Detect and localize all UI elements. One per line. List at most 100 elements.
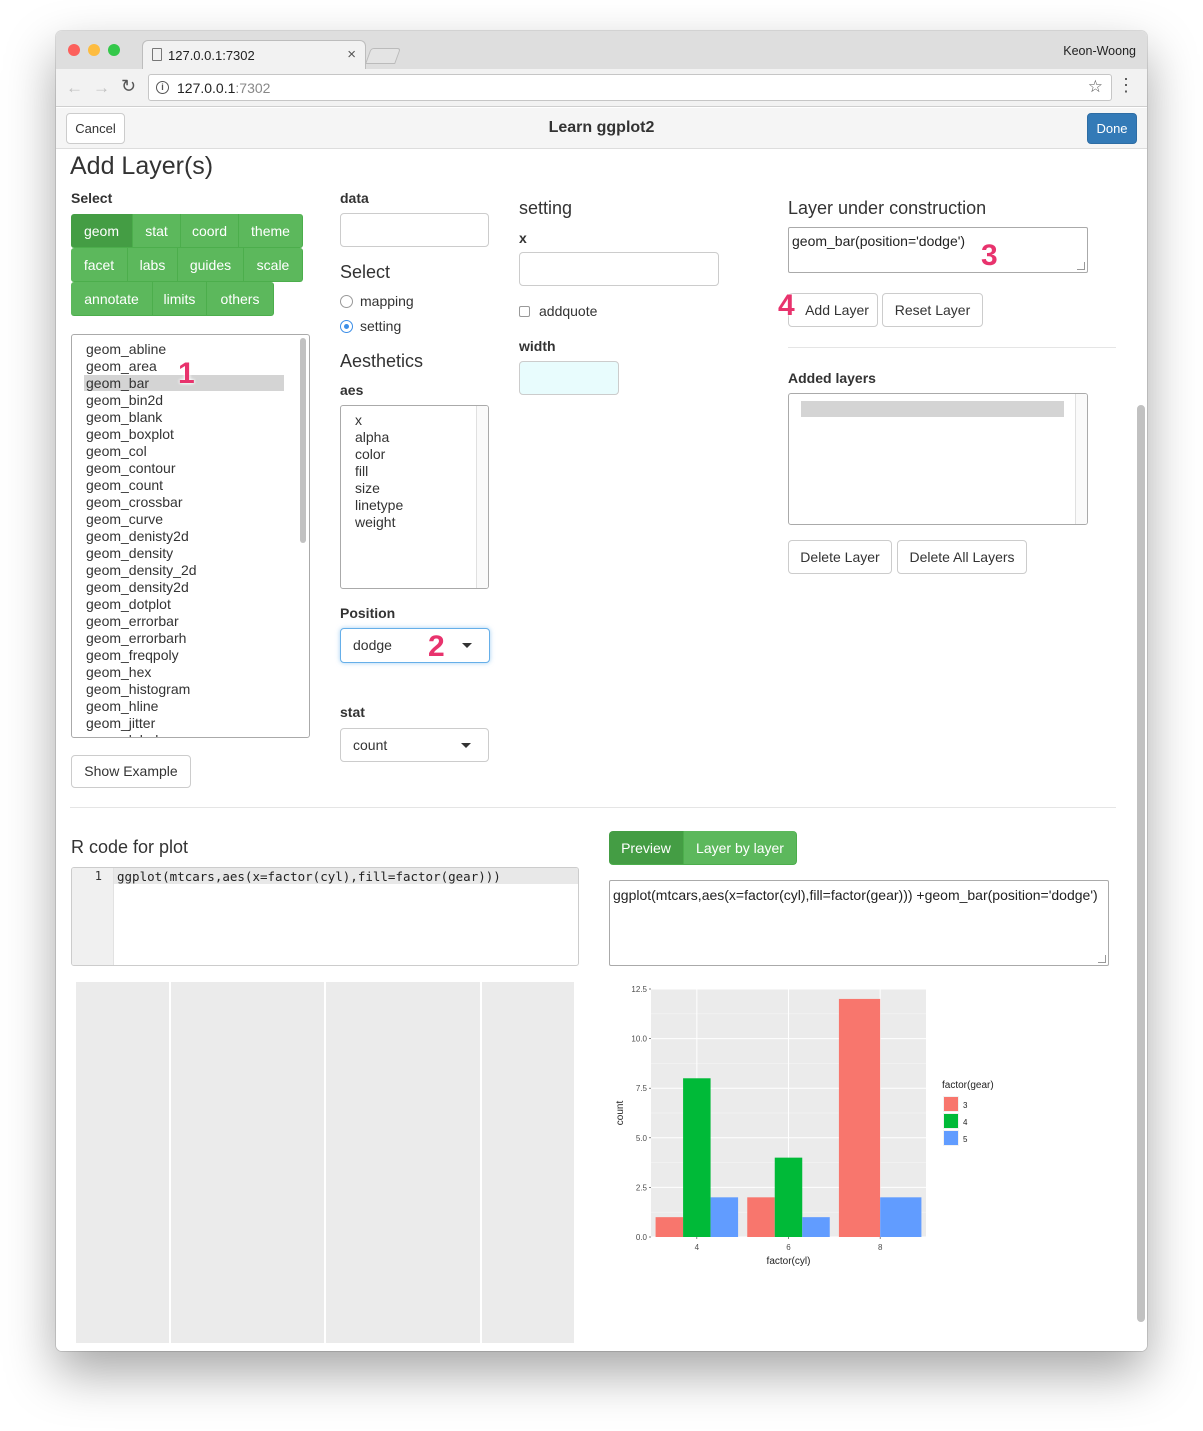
- geom-list-item[interactable]: geom_histogram: [86, 681, 191, 697]
- maximize-window-icon[interactable]: [108, 44, 120, 56]
- geom-list-item[interactable]: geom_abline: [86, 341, 167, 357]
- forward-arrow-icon[interactable]: →: [93, 78, 110, 97]
- aes-list[interactable]: x alpha color fill size linetype weight: [340, 405, 489, 589]
- info-icon[interactable]: i: [156, 81, 169, 94]
- category-button-scale[interactable]: scale: [244, 248, 303, 282]
- category-button-others[interactable]: others: [207, 282, 274, 316]
- category-button-guides[interactable]: guides: [178, 248, 244, 282]
- position-select[interactable]: dodge: [340, 628, 490, 663]
- geom-list-item[interactable]: geom_dotplot: [86, 596, 171, 612]
- reset-layer-button[interactable]: Reset Layer: [882, 293, 983, 327]
- geom-list[interactable]: geom_abline geom_area geom_bar geom_bin2d ge…: [71, 334, 310, 738]
- close-tab-icon[interactable]: ×: [347, 46, 356, 63]
- geom-list-item[interactable]: geom_bar: [84, 375, 284, 391]
- category-button-geom[interactable]: geom: [71, 214, 133, 248]
- aes-list-item[interactable]: color: [355, 446, 386, 462]
- browser-toolbar: ← → ↻ i 127.0.0.1:7302 ☆ ⋮: [56, 69, 1147, 107]
- resize-handle-icon[interactable]: [1077, 262, 1085, 270]
- category-button-stat[interactable]: stat: [133, 214, 181, 248]
- geom-list-item[interactable]: geom_hex: [86, 664, 152, 680]
- geom-list-item[interactable]: geom_errorbar: [86, 613, 179, 629]
- category-button-coord[interactable]: coord: [181, 214, 239, 248]
- legend-key-3: [944, 1097, 958, 1111]
- y-tick-label: 7.5: [636, 1084, 648, 1093]
- close-window-icon[interactable]: [68, 44, 80, 56]
- aes-list-item[interactable]: linetype: [355, 497, 404, 513]
- data-input[interactable]: [340, 213, 489, 247]
- geom-list-item[interactable]: geom_col: [86, 443, 147, 459]
- aes-list-item[interactable]: x: [355, 412, 362, 428]
- tab-preview[interactable]: Preview: [609, 831, 684, 865]
- radio-mapping[interactable]: [340, 295, 353, 308]
- geom-list-item[interactable]: geom_density2d: [86, 579, 189, 595]
- geom-list-item[interactable]: geom_blank: [86, 409, 163, 425]
- geom-list-item[interactable]: geom_jitter: [86, 715, 156, 731]
- tab-layer-by-layer[interactable]: Layer by layer: [684, 831, 797, 865]
- geom-list-item[interactable]: geom_boxplot: [86, 426, 174, 442]
- profile-name[interactable]: Keon-Woong: [1063, 44, 1136, 58]
- geom-list-item[interactable]: geom_label: [86, 732, 158, 737]
- gadget-title-bar: Cancel Learn ggplot2 Done: [56, 108, 1147, 149]
- width-input[interactable]: [519, 361, 619, 395]
- geom-list-item[interactable]: geom_count: [86, 477, 164, 493]
- code-line[interactable]: ggplot(mtcars,aes(x=factor(cyl),fill=fac…: [114, 868, 578, 884]
- address-bar[interactable]: i 127.0.0.1:7302 ☆: [148, 74, 1112, 101]
- geom-list-item[interactable]: geom_density: [86, 545, 174, 561]
- y-tick-label: 0.0: [636, 1233, 648, 1242]
- browser-tab[interactable]: 127.0.0.1:7302 ×: [142, 40, 366, 69]
- geom-list-item[interactable]: geom_freqpoly: [86, 647, 179, 663]
- category-button-labs[interactable]: labs: [128, 248, 178, 282]
- added-layers-scrollbar[interactable]: [1075, 394, 1087, 524]
- star-icon[interactable]: ☆: [1087, 77, 1103, 96]
- radio-setting[interactable]: [340, 320, 353, 333]
- y-tick-label: 2.5: [636, 1183, 648, 1192]
- geom-list-item[interactable]: geom_bin2d: [86, 392, 164, 408]
- setting-heading: setting: [519, 198, 573, 218]
- geom-list-item[interactable]: geom_denisty2d: [86, 528, 189, 544]
- new-tab-button[interactable]: [365, 48, 401, 64]
- aes-list-item[interactable]: size: [355, 480, 380, 496]
- geom-list-item[interactable]: geom_contour: [86, 460, 176, 476]
- aes-list-item[interactable]: fill: [355, 463, 369, 479]
- page-scrollbar[interactable]: [1137, 405, 1145, 1322]
- menu-icon[interactable]: ⋮: [1117, 75, 1135, 95]
- geom-list-item[interactable]: geom_errorbarh: [86, 630, 187, 646]
- geom-list-item[interactable]: geom_density_2d: [86, 562, 197, 578]
- resize-handle-icon[interactable]: [1098, 955, 1106, 963]
- r-code-editor[interactable]: 1 ggplot(mtcars,aes(x=factor(cyl),fill=f…: [71, 867, 579, 966]
- geom-list-item[interactable]: geom_crossbar: [86, 494, 183, 510]
- preview-code-textarea[interactable]: ggplot(mtcars,aes(x=factor(cyl),fill=fac…: [609, 880, 1109, 966]
- aes-list-item[interactable]: alpha: [355, 429, 390, 445]
- back-arrow-icon[interactable]: ←: [66, 78, 83, 97]
- add-layer-button[interactable]: Add Layer: [788, 293, 878, 327]
- bar-8-5: [880, 1197, 922, 1237]
- aes-list-scrollbar[interactable]: [476, 406, 488, 588]
- added-layer-item[interactable]: [801, 401, 1064, 417]
- geom-list-scrollbar[interactable]: [300, 338, 306, 543]
- category-button-annotate[interactable]: annotate: [71, 282, 153, 316]
- added-layers-list[interactable]: [788, 393, 1088, 525]
- delete-layer-button[interactable]: Delete Layer: [788, 540, 892, 574]
- done-button[interactable]: Done: [1087, 113, 1137, 144]
- grid-line: [480, 982, 482, 1343]
- stat-select[interactable]: count: [340, 728, 489, 762]
- delete-all-layers-button[interactable]: Delete All Layers: [897, 540, 1027, 574]
- x-input[interactable]: [519, 252, 719, 286]
- line-number: 1: [94, 869, 102, 883]
- geom-list-item[interactable]: geom_area: [86, 358, 157, 374]
- annotation-1: 1: [178, 357, 195, 390]
- category-button-limits[interactable]: limits: [153, 282, 207, 316]
- reload-icon[interactable]: ↻: [121, 76, 137, 96]
- divider: [788, 347, 1116, 348]
- annotation-3: 3: [981, 239, 998, 272]
- cancel-button[interactable]: Cancel: [66, 113, 125, 144]
- aes-list-item[interactable]: weight: [355, 514, 396, 530]
- geom-list-item[interactable]: geom_hline: [86, 698, 159, 714]
- geom-list-item[interactable]: geom_curve: [86, 511, 164, 527]
- addquote-checkbox[interactable]: [519, 306, 530, 317]
- minimize-window-icon[interactable]: [88, 44, 100, 56]
- category-button-facet[interactable]: facet: [71, 248, 128, 282]
- category-button-theme[interactable]: theme: [239, 214, 303, 248]
- layer-under-construction-textarea[interactable]: geom_bar(position='dodge'): [788, 227, 1088, 273]
- show-example-button[interactable]: Show Example: [71, 755, 191, 788]
